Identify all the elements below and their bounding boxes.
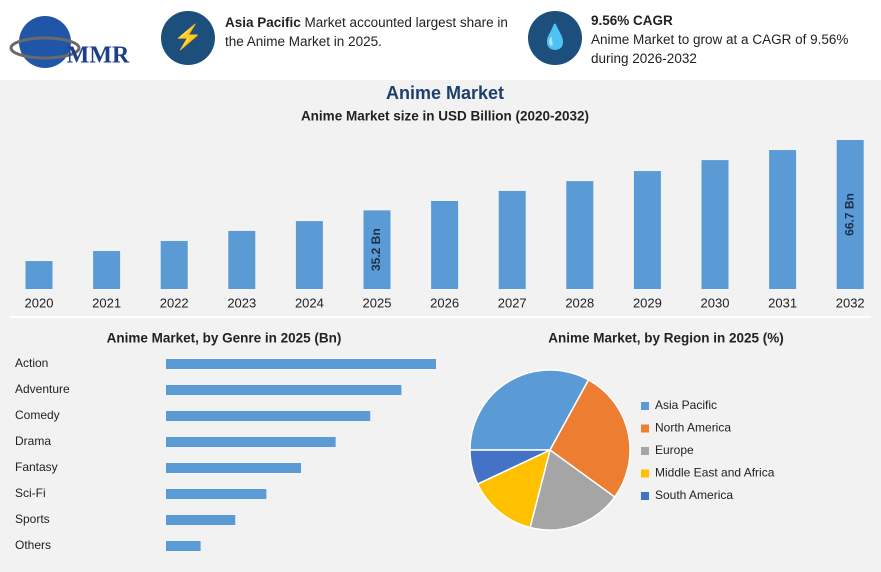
bar	[166, 385, 402, 395]
category-label: Action	[15, 356, 48, 370]
chart-title: Anime Market, by Genre in 2025 (Bn)	[107, 331, 342, 346]
bar	[769, 150, 797, 289]
highlight: Asia Pacific Market accounted largest sh…	[225, 13, 520, 51]
legend-swatch	[641, 492, 649, 500]
legend-label: Asia Pacific	[655, 398, 717, 412]
icon-drop: 💧	[528, 11, 582, 65]
legend-label: Europe	[655, 443, 694, 457]
icon-bolt: ⚡	[161, 11, 215, 65]
x-tick-label: 2025	[363, 295, 392, 310]
x-tick-label: 2020	[25, 295, 54, 310]
bar	[166, 359, 436, 369]
legend-label: South America	[655, 488, 733, 502]
bar	[431, 200, 459, 289]
x-tick-label: 2024	[295, 295, 324, 310]
x-tick-label: 2027	[498, 295, 527, 310]
x-tick-label: 2029	[633, 295, 662, 310]
logo-ring	[9, 36, 81, 60]
legend-label: Middle East and Africa	[655, 466, 775, 480]
x-tick-label: 2021	[92, 295, 121, 310]
highlight-text: Anime Market to grow at a CAGR of 9.56% …	[591, 32, 849, 66]
pie-slice	[469, 369, 590, 451]
pie-slice	[469, 449, 551, 486]
bar	[836, 140, 864, 289]
bar	[166, 463, 301, 473]
chart-title: Anime Market, by Region in 2025 (%)	[548, 331, 784, 346]
legend-swatch	[641, 469, 649, 478]
highlight-text: Market accounted largest share in the An…	[225, 15, 508, 49]
legend-swatch	[641, 447, 649, 455]
bar	[566, 181, 594, 289]
category-label: Sci-Fi	[15, 486, 46, 500]
bar	[633, 171, 661, 289]
x-tick-label: 2022	[160, 295, 189, 310]
value-label: 66.7 Bn	[842, 193, 856, 236]
bar	[160, 240, 188, 289]
category-label: Drama	[15, 434, 51, 448]
x-tick-label: 2032	[836, 295, 865, 310]
x-tick-label: 2031	[768, 295, 797, 310]
bar	[166, 437, 336, 447]
legend-swatch	[641, 402, 649, 410]
x-tick-label: 2028	[565, 295, 594, 310]
bar	[166, 515, 236, 525]
category-label: Others	[15, 538, 51, 552]
highlight-bold: Asia Pacific	[225, 15, 301, 30]
bar	[166, 541, 201, 551]
pie-slice	[529, 448, 616, 531]
category-label: Sports	[15, 512, 50, 526]
pie-slice	[476, 448, 552, 529]
bar	[295, 221, 323, 289]
category-label: Adventure	[15, 382, 70, 396]
logo-text: MMR	[67, 43, 130, 69]
chart-title: Anime Market	[386, 83, 504, 103]
legend-swatch	[641, 424, 649, 433]
value-label: 35.2 Bn	[369, 228, 383, 271]
category-label: Fantasy	[15, 460, 58, 474]
bar	[228, 230, 256, 289]
legend-label: North America	[655, 421, 731, 435]
x-tick-label: 2030	[701, 295, 730, 310]
bar	[498, 190, 526, 289]
chart-subtitle: Anime Market size in USD Billion (2020-2…	[301, 109, 589, 124]
bar	[166, 489, 267, 499]
highlight-bold: 9.56% CAGR	[591, 13, 673, 28]
category-label: Comedy	[15, 408, 60, 422]
bar	[701, 160, 729, 289]
bar	[25, 261, 53, 289]
bar	[93, 251, 121, 289]
bar	[166, 411, 371, 421]
logo-globe	[19, 16, 71, 68]
header-band	[0, 0, 881, 80]
highlight: 9.56% CAGR Anime Market to grow at a CAGR…	[591, 11, 866, 68]
pie-slice	[549, 378, 631, 499]
x-tick-label: 2026	[430, 295, 459, 310]
x-tick-label: 2023	[227, 295, 256, 310]
bar	[363, 210, 391, 289]
